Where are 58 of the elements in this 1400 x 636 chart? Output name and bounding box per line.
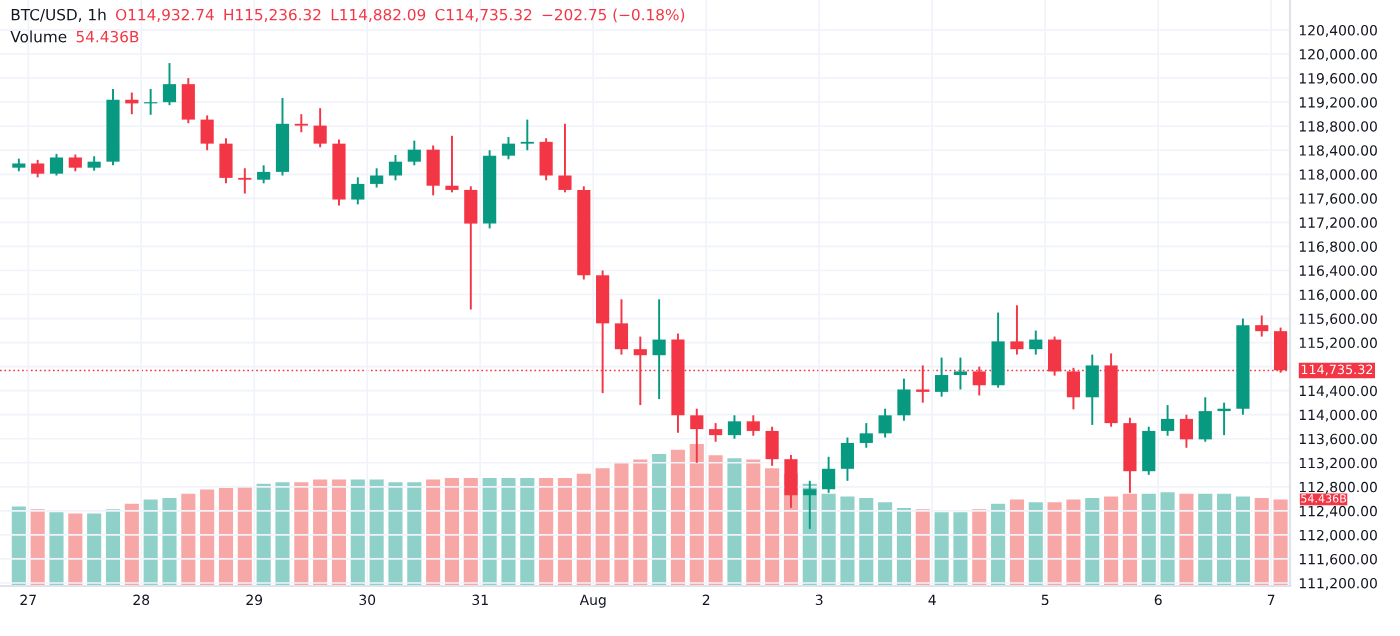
bar xyxy=(162,497,177,586)
candlestick xyxy=(859,422,873,449)
candlestick xyxy=(897,377,911,422)
candlestick xyxy=(822,455,836,494)
candlestick xyxy=(991,311,1005,389)
candlestick xyxy=(49,152,64,177)
candlestick xyxy=(614,298,629,356)
bar xyxy=(614,462,629,586)
candlestick xyxy=(294,113,308,134)
candlestick xyxy=(1142,425,1156,476)
candlestick xyxy=(426,144,440,197)
candlestick xyxy=(1161,404,1175,437)
candlestick xyxy=(953,356,968,391)
candlestick xyxy=(1010,304,1024,356)
candlestick xyxy=(181,77,195,125)
candlestick xyxy=(727,414,742,440)
candlestick xyxy=(257,164,271,185)
candlestick xyxy=(1198,396,1212,443)
bar xyxy=(1160,492,1175,586)
bar xyxy=(727,458,742,586)
bar xyxy=(953,512,968,586)
candlestick xyxy=(464,185,478,311)
candlestick xyxy=(765,425,779,467)
candlestick xyxy=(520,118,534,152)
candlestick xyxy=(935,356,949,398)
bar xyxy=(501,478,516,586)
candlestick xyxy=(1179,413,1194,449)
candlestick xyxy=(388,154,403,182)
bar xyxy=(708,455,723,586)
candlestick xyxy=(445,134,459,194)
candlestick xyxy=(1085,353,1099,426)
candlestick xyxy=(351,176,365,206)
candlestick xyxy=(238,167,252,195)
candlestick xyxy=(652,298,666,401)
bar xyxy=(200,489,215,586)
candlestick xyxy=(746,414,760,437)
candlestick xyxy=(200,114,214,152)
bar xyxy=(840,496,855,586)
candlestick xyxy=(501,136,516,161)
candlestick xyxy=(539,137,553,182)
candlestick xyxy=(407,139,421,167)
candlestick xyxy=(840,436,855,482)
bar xyxy=(595,468,610,586)
candlestick xyxy=(1255,314,1269,338)
candlestick xyxy=(878,407,892,439)
candlestick xyxy=(370,167,384,189)
bar xyxy=(388,482,403,586)
candlestick xyxy=(313,107,327,149)
candlestick xyxy=(162,62,177,107)
bar xyxy=(49,512,64,586)
candlestick xyxy=(709,422,723,443)
candlestick xyxy=(219,137,233,185)
bar xyxy=(934,512,949,586)
bar xyxy=(218,488,234,586)
bar xyxy=(275,482,290,586)
bar xyxy=(765,468,780,586)
candlestick xyxy=(558,122,572,194)
candlestick xyxy=(1029,329,1043,356)
